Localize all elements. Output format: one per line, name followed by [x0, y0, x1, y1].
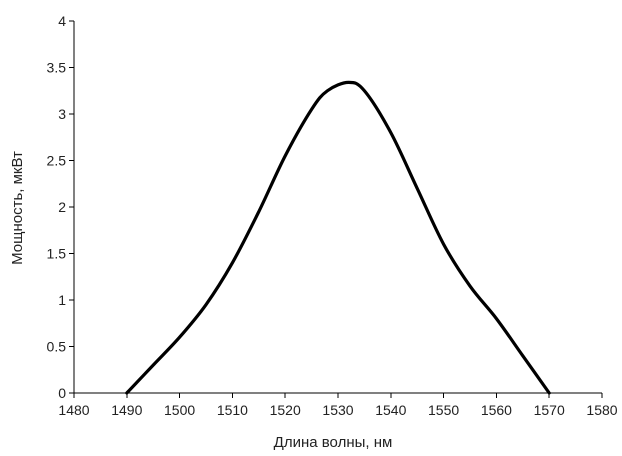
x-tick-label: 1550 [428, 402, 459, 418]
y-tick-label: 2.5 [47, 153, 67, 169]
y-axis: 0 0.5 1 1.5 2 2.5 3 3.5 4 [47, 13, 75, 401]
x-tick-label: 1540 [375, 402, 406, 418]
x-axis-title: Длина волны, нм [274, 434, 393, 451]
series-line [125, 80, 551, 395]
y-tick-label: 2 [58, 199, 66, 215]
y-tick-label: 3 [58, 106, 66, 122]
x-tick-label: 1560 [481, 402, 512, 418]
y-tick-label: 1 [58, 292, 66, 308]
x-tick-label: 1480 [58, 402, 89, 418]
y-tick-label: 4 [58, 13, 66, 29]
x-tick-label: 1520 [270, 402, 301, 418]
x-tick-label: 1570 [534, 402, 565, 418]
x-axis: 1480 1490 1500 1510 1520 1530 1540 1550 1560 1570… [58, 392, 618, 418]
plot-series [125, 80, 551, 395]
y-axis-title: Мощность, мкВт [9, 151, 26, 265]
y-tick-label: 1.5 [47, 246, 67, 262]
y-tick-label: 3.5 [47, 60, 67, 76]
x-tick-label: 1580 [586, 402, 617, 418]
x-tick-label: 1500 [164, 402, 195, 418]
x-tick-label: 1530 [322, 402, 353, 418]
y-tick-label: 0.5 [47, 339, 67, 355]
x-tick-label: 1490 [111, 402, 142, 418]
y-tick-label: 0 [58, 385, 66, 401]
x-tick-label: 1510 [217, 402, 248, 418]
